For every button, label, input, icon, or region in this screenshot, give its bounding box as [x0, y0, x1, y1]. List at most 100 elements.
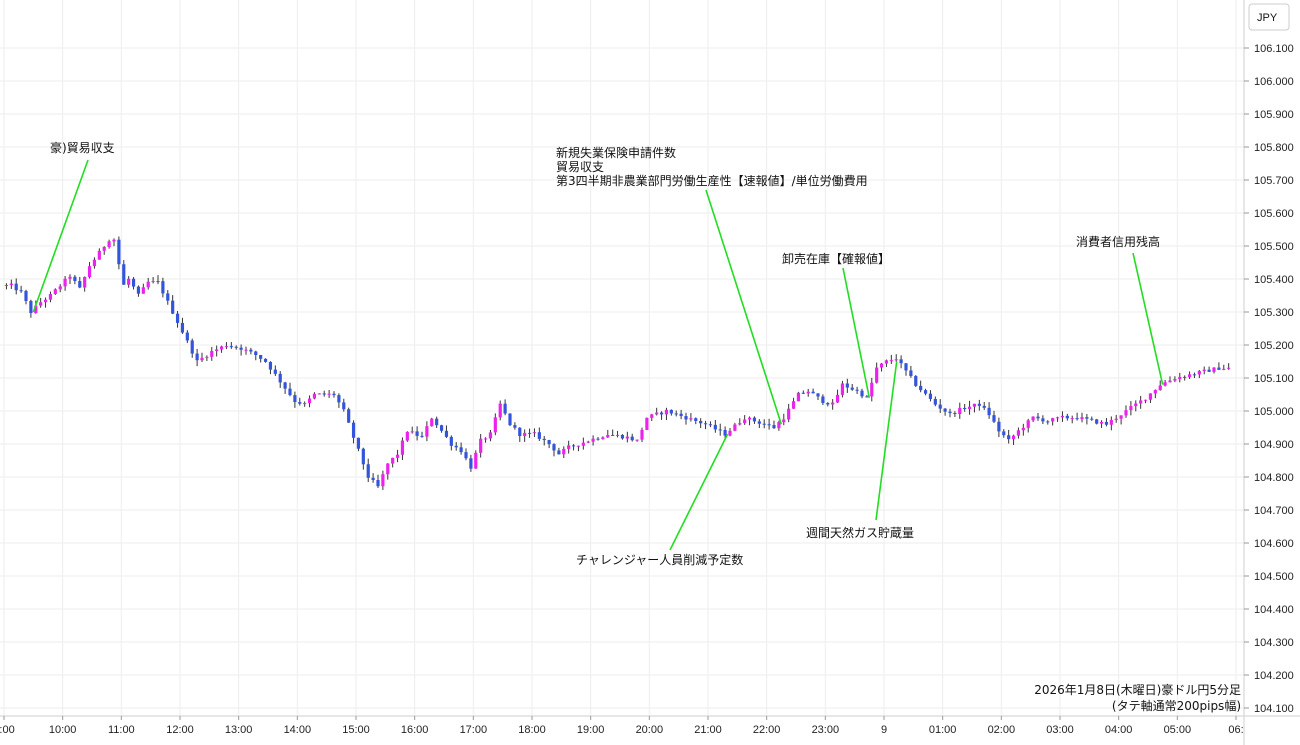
candle — [518, 427, 522, 442]
annotation-line — [32, 159, 89, 313]
candle — [190, 338, 194, 358]
candle — [1036, 413, 1040, 421]
candle — [283, 381, 287, 394]
x-tick-label: 9:00 — [0, 724, 15, 736]
annotation-line — [842, 267, 871, 398]
candle — [1124, 405, 1128, 418]
candle — [420, 431, 424, 438]
candle — [669, 409, 673, 416]
candle — [479, 434, 483, 458]
candle — [1202, 366, 1206, 375]
candle — [606, 429, 610, 438]
candle — [136, 285, 141, 297]
candle — [1070, 415, 1074, 424]
candle — [493, 413, 497, 436]
candle — [630, 433, 634, 442]
chart-caption-line1: 2026年1月8日(木曜日)豪ドル円5分足 — [1034, 682, 1241, 697]
annotation-labels: 豪)貿易収支 新規失業保険申請件数貿易収支第3四半期非農業部門労働生産性【速報値】… — [50, 140, 1160, 567]
candle — [899, 355, 903, 369]
x-tick-label: 04:00 — [1105, 724, 1133, 736]
candle — [992, 410, 996, 423]
candle — [386, 463, 390, 480]
candle — [909, 365, 913, 378]
candle — [459, 442, 463, 455]
candle — [73, 274, 77, 285]
candle — [317, 393, 321, 395]
candle — [273, 365, 277, 376]
candle — [1065, 413, 1069, 421]
candle — [699, 418, 703, 429]
candle — [298, 397, 302, 406]
candle — [342, 398, 346, 412]
candle — [351, 420, 356, 444]
candle — [547, 439, 551, 449]
candle — [523, 429, 527, 442]
candle — [327, 389, 331, 398]
x-tick-label: 10:00 — [49, 724, 77, 736]
candle — [112, 238, 116, 247]
x-tick-label: 15:00 — [342, 724, 370, 736]
candle — [1104, 418, 1109, 427]
candle — [68, 274, 72, 284]
candle — [303, 401, 307, 407]
candle — [1090, 416, 1094, 421]
candle — [894, 354, 898, 362]
candle — [483, 437, 488, 443]
y-tick-label: 104.800 — [1254, 472, 1294, 484]
candle — [278, 371, 282, 388]
candle — [674, 410, 678, 417]
candle — [884, 359, 889, 367]
candle — [395, 449, 400, 463]
candle — [469, 454, 473, 472]
candle — [205, 355, 209, 361]
candle — [63, 275, 67, 291]
candle — [1227, 363, 1231, 370]
candle — [557, 447, 561, 455]
candle — [738, 418, 742, 426]
candle — [1055, 416, 1060, 422]
y-tick-label: 105.500 — [1254, 241, 1294, 253]
candle — [601, 436, 605, 440]
candle — [1158, 380, 1162, 391]
candle — [1217, 362, 1221, 370]
candle — [1187, 371, 1192, 379]
currency-box[interactable] — [1248, 3, 1290, 31]
candle — [127, 276, 131, 288]
candle — [782, 413, 786, 426]
candle — [879, 362, 884, 372]
y-tick-label: 106.100 — [1254, 43, 1294, 55]
price-axis-panel — [1244, 0, 1300, 745]
candle — [694, 417, 698, 425]
x-tick-label: 21:00 — [694, 724, 722, 736]
candle — [1109, 416, 1113, 431]
candle — [376, 474, 380, 489]
candle — [801, 390, 805, 394]
candle — [752, 416, 757, 424]
candle — [215, 345, 219, 357]
candle — [787, 403, 791, 423]
candle — [615, 430, 620, 438]
candle — [195, 348, 199, 367]
candle — [620, 434, 625, 440]
candle — [439, 424, 444, 433]
candle — [914, 375, 918, 388]
candle — [977, 399, 981, 411]
candle — [210, 346, 214, 361]
y-tick-label: 104.400 — [1254, 604, 1294, 616]
candle — [503, 399, 507, 416]
candle — [117, 236, 121, 270]
candle — [772, 420, 776, 429]
x-tick-label: 01:00 — [929, 724, 957, 736]
candle — [107, 239, 111, 249]
candle — [332, 391, 336, 398]
candle — [78, 276, 82, 289]
candle — [679, 409, 683, 420]
candle — [39, 297, 43, 308]
candle — [19, 285, 23, 293]
candle — [743, 415, 747, 425]
candle — [645, 417, 649, 431]
y-tick-label: 104.600 — [1254, 538, 1294, 550]
candle — [288, 382, 292, 397]
candle — [777, 420, 781, 431]
candle — [928, 390, 933, 402]
